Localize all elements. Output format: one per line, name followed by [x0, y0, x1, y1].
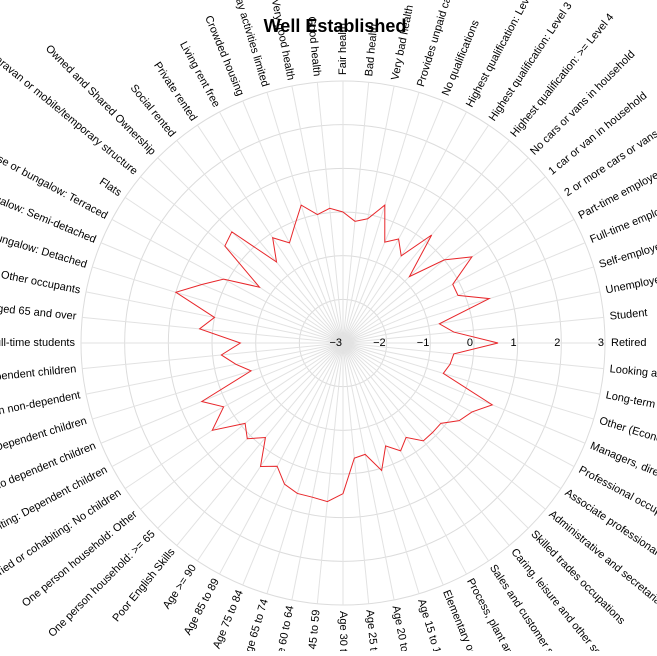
grid-spoke	[342, 342, 586, 444]
grid-spoke	[197, 342, 344, 562]
grid-spoke	[176, 342, 344, 546]
grid-spoke	[342, 342, 529, 529]
grid-spoke	[197, 124, 344, 344]
chart-title: Well Established	[264, 16, 407, 36]
grid-spoke	[342, 342, 420, 594]
grid-spoke	[342, 111, 467, 344]
category-label: Bad health	[363, 23, 380, 77]
grid-spoke	[291, 342, 344, 601]
grid-spoke	[82, 316, 344, 344]
grid-spoke	[92, 266, 344, 344]
grid-spoke	[342, 342, 510, 546]
grid-spoke	[342, 342, 395, 601]
grid-spoke	[342, 316, 604, 344]
grid-spoke	[342, 342, 467, 575]
grid-spoke	[85, 342, 344, 395]
category-label: Age 45 to 59	[305, 609, 323, 651]
grid-spoke	[157, 157, 344, 344]
grid-spoke	[124, 197, 344, 344]
grid-spoke	[342, 291, 601, 344]
grid-spoke	[342, 157, 529, 344]
grid-spoke	[342, 242, 586, 344]
r-tick-label: 3	[598, 337, 604, 349]
grid-spoke	[342, 342, 601, 395]
grid-spoke	[242, 100, 344, 344]
category-label: Age 25 to 29	[363, 609, 381, 651]
r-tick-label: −2	[373, 337, 386, 349]
r-tick-label: −3	[329, 337, 342, 349]
grid-spoke	[342, 82, 370, 344]
category-label: Other: All full-time students	[0, 337, 75, 349]
category-label: Student	[609, 307, 648, 323]
grid-spoke	[342, 266, 594, 344]
r-tick-label: 2	[554, 337, 560, 349]
category-label: Age 30 to 44	[337, 611, 349, 651]
grid-spoke	[342, 124, 489, 344]
r-tick-label: −1	[417, 337, 430, 349]
category-label: Retired	[611, 337, 646, 349]
grid-spoke	[140, 342, 344, 510]
grid-spoke	[342, 342, 546, 510]
grid-spoke	[92, 342, 344, 420]
grid-spoke	[342, 100, 444, 344]
grid-spoke	[342, 342, 444, 586]
series-line	[174, 204, 499, 503]
grid-spoke	[176, 140, 344, 344]
grid-spoke	[342, 342, 594, 420]
grid-spoke	[157, 342, 344, 529]
r-tick-label: 0	[467, 337, 473, 349]
grid-spoke	[242, 342, 344, 586]
grid-spoke	[342, 219, 575, 344]
grid-spoke	[342, 342, 489, 562]
r-tick-label: 1	[511, 337, 517, 349]
grid-spoke	[100, 342, 344, 444]
grid-spoke	[316, 342, 344, 604]
grid-spoke	[266, 92, 344, 344]
grid-spoke	[342, 342, 604, 370]
grid-spoke	[140, 176, 344, 344]
grid-spoke	[100, 242, 344, 344]
grid-spoke	[342, 85, 395, 344]
grid-spoke	[219, 342, 344, 575]
grid-spoke	[342, 92, 420, 344]
grid-spoke	[342, 342, 575, 467]
grid-spoke	[111, 342, 344, 467]
category-label: Good health	[305, 16, 323, 77]
category-label: Fair health	[337, 23, 349, 75]
grid-spoke	[342, 140, 510, 344]
grid-spoke	[342, 197, 562, 344]
grid-spoke	[124, 342, 344, 489]
grid-spoke	[266, 342, 344, 594]
grid-spoke	[111, 219, 344, 344]
grid-spoke	[82, 342, 344, 370]
grid-spoke	[342, 342, 562, 489]
grid-spoke	[316, 82, 344, 344]
grid-spoke	[342, 342, 370, 604]
grid-spoke	[219, 111, 344, 344]
